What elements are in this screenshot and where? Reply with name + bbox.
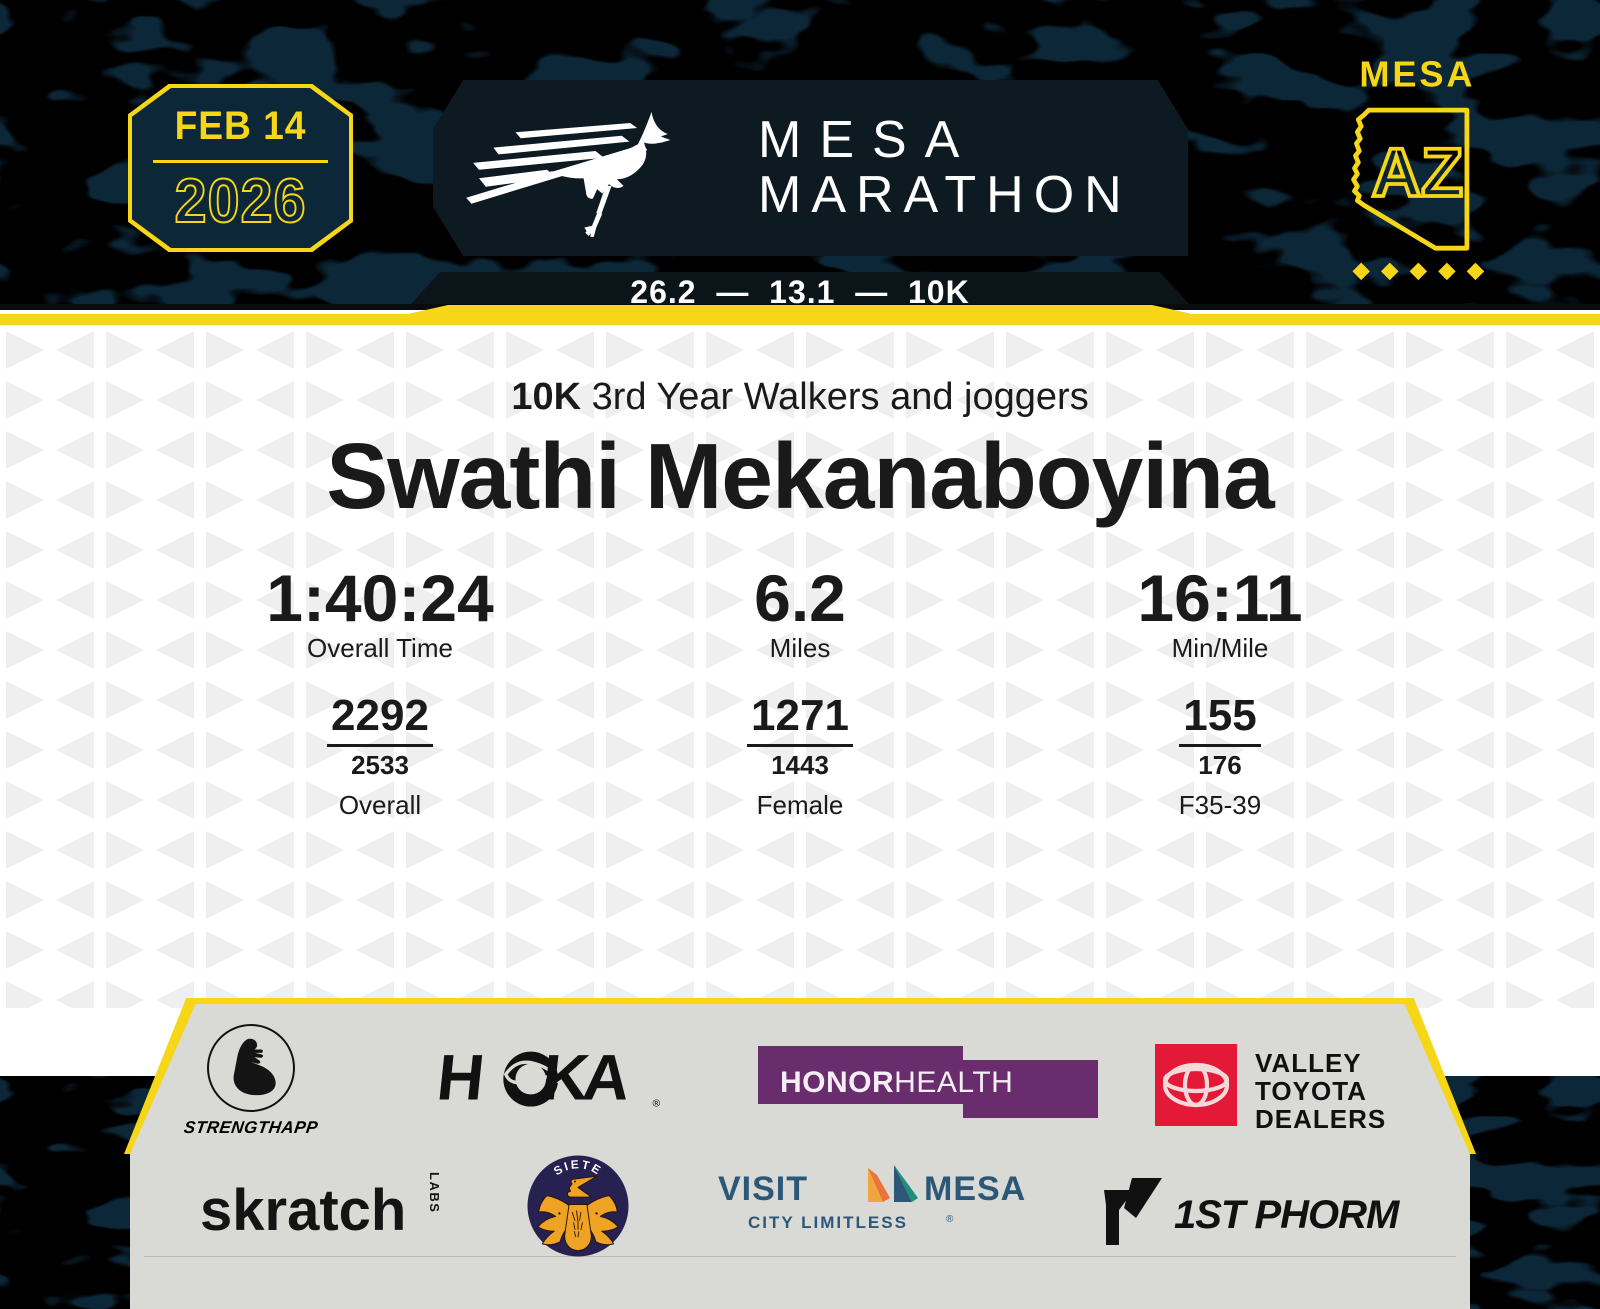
svg-text:TOYOTA: TOYOTA [1255,1076,1367,1106]
svg-text:CITY LIMITLESS: CITY LIMITLESS [748,1213,908,1232]
svg-text:MESA: MESA [924,1170,1026,1208]
svg-text:®: ® [653,1099,661,1110]
svg-text:VALLEY: VALLEY [1255,1048,1362,1078]
svg-text:HONORHEALTH: HONORHEALTH [780,1066,1013,1099]
svg-text:MESA: MESA [1359,53,1475,94]
svg-text:LABS: LABS [427,1172,442,1213]
svg-text:1ST PHORM: 1ST PHORM [1174,1193,1401,1237]
svg-text:H: H [438,1042,484,1113]
svg-text:VISIT: VISIT [718,1170,808,1208]
svg-text:skratch: skratch [200,1178,406,1243]
svg-text:KA: KA [539,1042,633,1113]
svg-text:®: ® [946,1214,954,1225]
svg-text:DEALERS: DEALERS [1255,1104,1386,1128]
svg-text:AZ: AZ [1372,134,1463,211]
